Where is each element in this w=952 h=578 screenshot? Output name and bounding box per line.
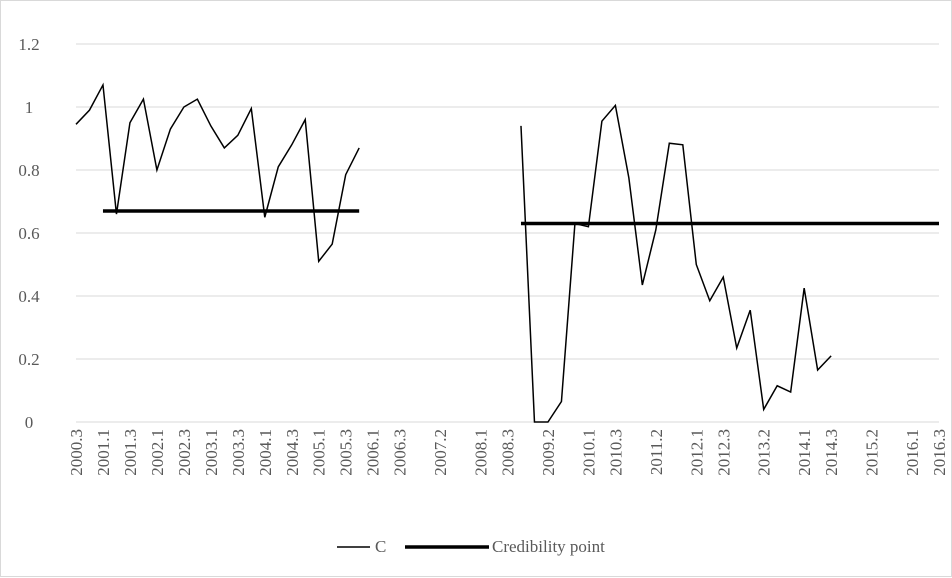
legend-label-credibility-point: Credibility point (492, 537, 605, 556)
y-tick-label: 1 (25, 98, 34, 117)
y-tick-label: 0 (25, 413, 34, 432)
x-tick-label: 2002.1 (148, 429, 167, 476)
series-line-c (520, 103, 832, 423)
legend: C Credibility point (337, 537, 605, 556)
x-tick-label: 2012.1 (687, 429, 706, 476)
y-tick-label: 1.2 (18, 35, 39, 54)
x-tick-label: 2010.3 (606, 429, 625, 476)
y-axis-tick-labels: 0 0.2 0.4 0.6 0.8 1 1.2 (18, 35, 40, 432)
x-tick-label: 2001.1 (94, 429, 113, 476)
x-tick-label: 2006.1 (364, 429, 383, 476)
x-tick-label: 2005.1 (310, 429, 329, 476)
x-tick-label: 2007.2 (431, 429, 450, 476)
x-tick-label: 2008.1 (472, 429, 491, 476)
x-tick-label: 2001.3 (121, 429, 140, 476)
x-tick-label: 2016.1 (903, 429, 922, 476)
x-tick-label: 2004.1 (256, 429, 275, 476)
x-tick-label: 2006.3 (391, 429, 410, 476)
x-tick-label: 2010.1 (579, 429, 598, 476)
x-tick-label: 2009.2 (539, 429, 558, 476)
x-tick-label: 2003.3 (229, 429, 248, 476)
x-tick-label: 2003.1 (202, 429, 221, 476)
x-tick-label: 2000.3 (67, 429, 86, 476)
legend-label-c: C (375, 537, 386, 556)
x-tick-label: 2012.3 (714, 429, 733, 476)
x-axis-tick-labels: 2000.3 2001.1 2001.3 2002.1 2002.3 2003.1 2003… (67, 429, 949, 476)
x-tick-label: 2004.3 (283, 429, 302, 476)
y-tick-label: 0.4 (18, 287, 40, 306)
x-tick-label: 2002.3 (175, 429, 194, 476)
x-tick-label: 2013.2 (755, 429, 774, 476)
x-tick-label: 2011.2 (647, 429, 666, 475)
y-tick-label: 0.8 (18, 161, 39, 180)
series-line-c (75, 82, 360, 264)
gridlines (76, 43, 939, 423)
series-lines (75, 82, 939, 423)
x-tick-label: 2016.3 (930, 429, 949, 476)
x-tick-label: 2014.1 (795, 429, 814, 476)
y-tick-label: 0.6 (18, 224, 39, 243)
y-tick-label: 0.2 (18, 350, 39, 369)
x-tick-label: 2014.3 (822, 429, 841, 476)
x-tick-label: 2015.2 (863, 429, 882, 476)
x-tick-label: 2008.3 (499, 429, 518, 476)
x-tick-label: 2005.3 (337, 429, 356, 476)
